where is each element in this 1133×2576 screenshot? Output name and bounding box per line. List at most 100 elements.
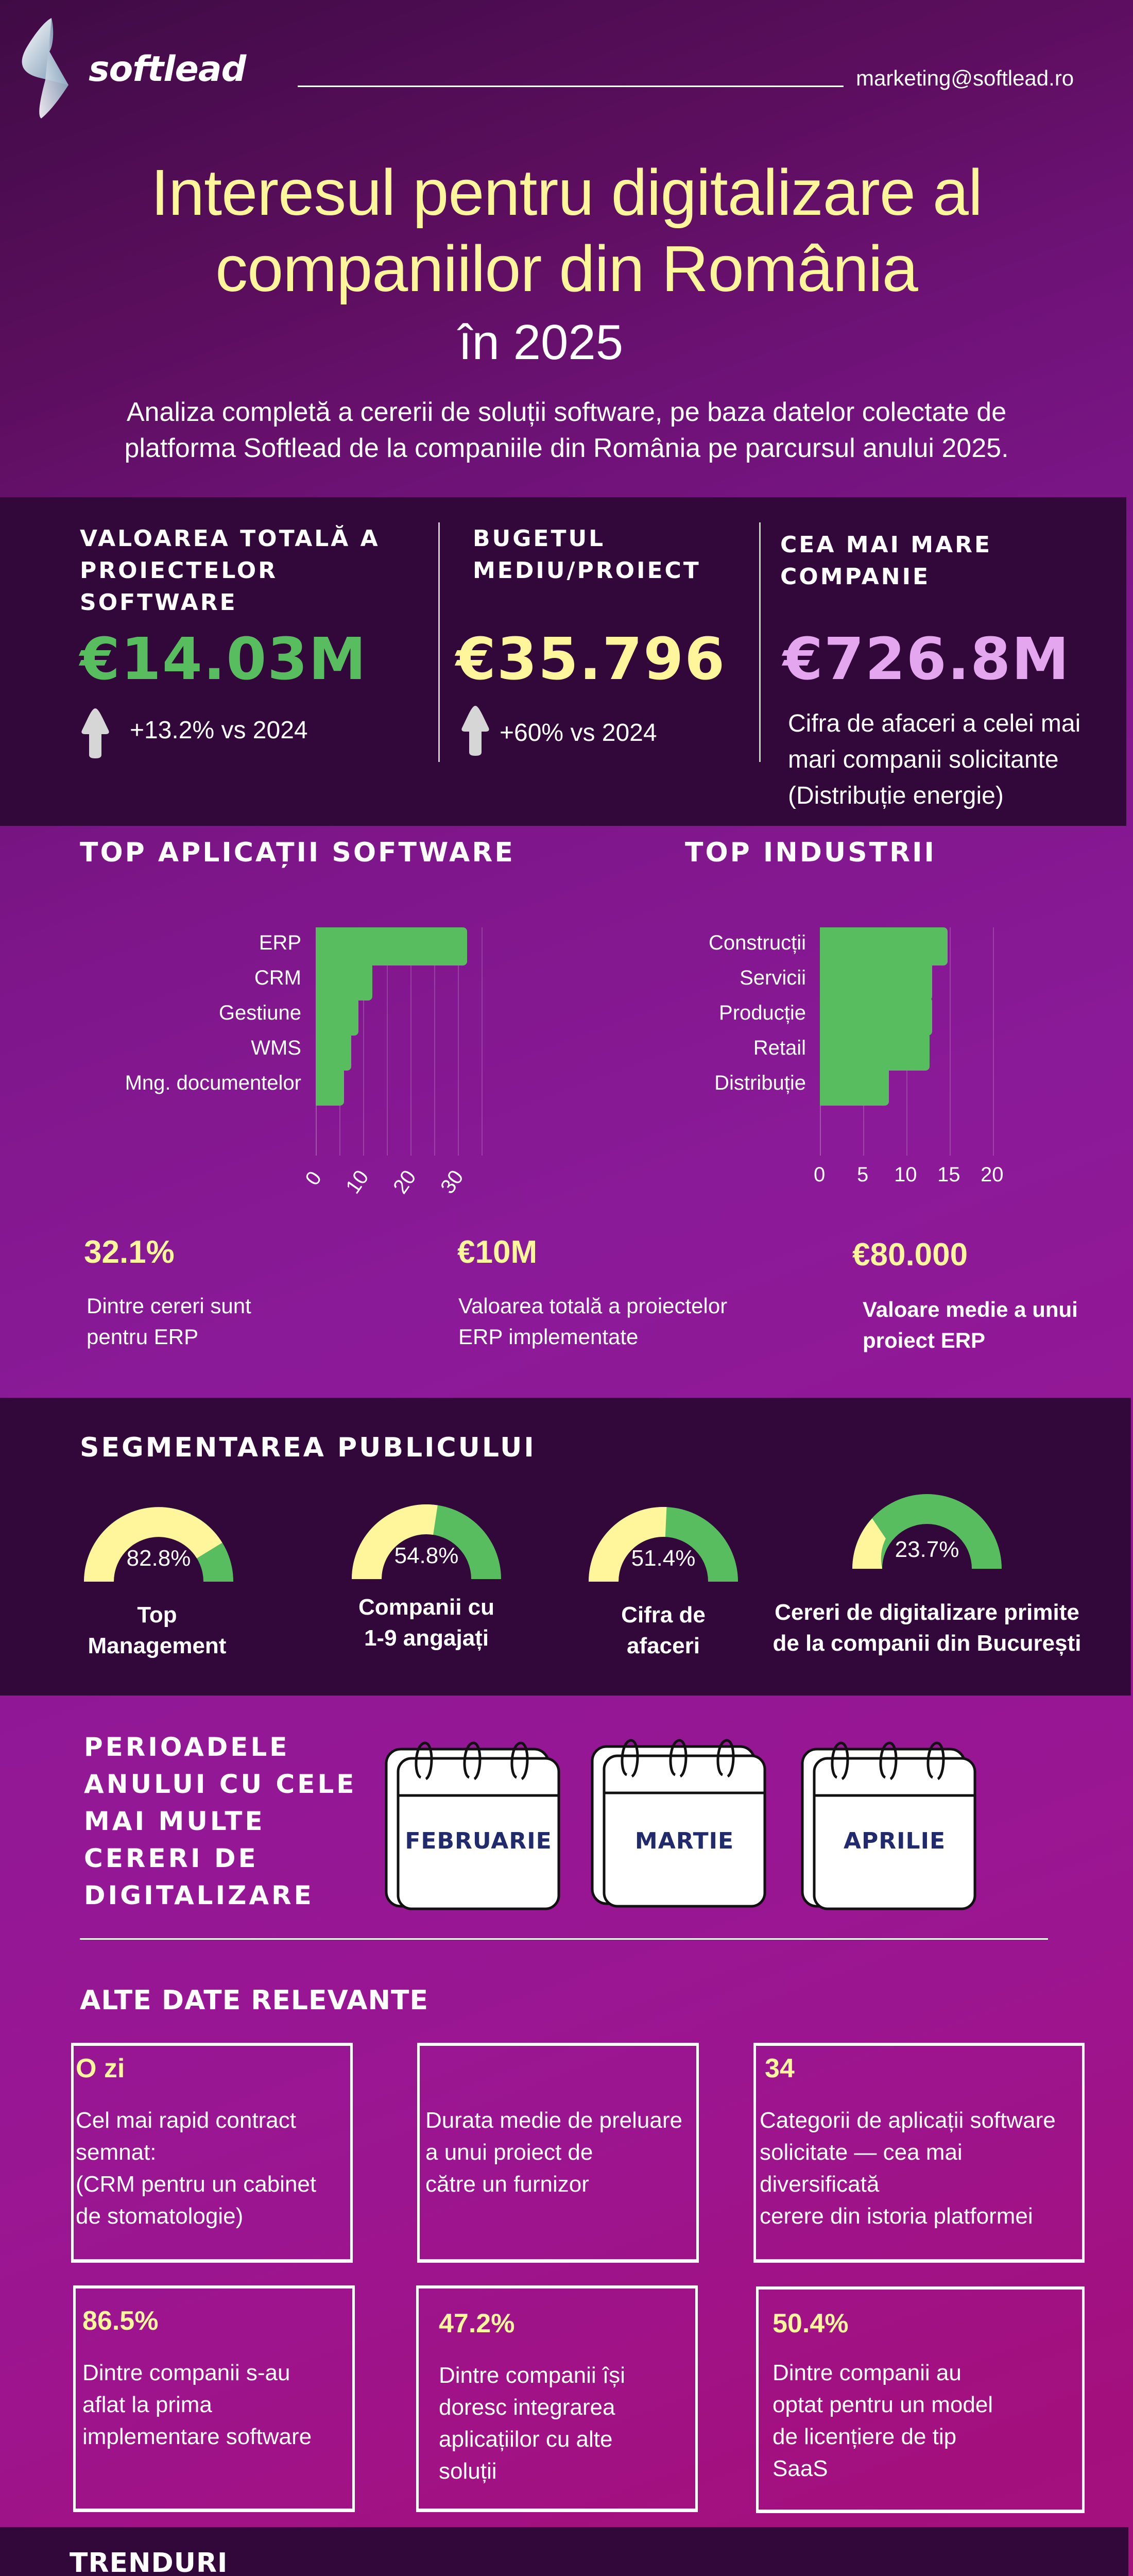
- bar-erp: [316, 927, 467, 965]
- bar-gestiune: [316, 997, 358, 1036]
- label-line: afaceri: [627, 1633, 700, 1658]
- month-label: APRILIE: [843, 1828, 946, 1854]
- intro-line-2: platforma Softlead de la companiile din …: [124, 433, 1009, 463]
- info-box: [71, 2043, 353, 2263]
- calendar-icon: [385, 1741, 560, 1910]
- desc-line: pentru ERP: [87, 1325, 199, 1349]
- info-box-value: 47.2%: [439, 2309, 515, 2338]
- desc-line: solicitate — cea mai: [760, 2140, 963, 2165]
- contact-email[interactable]: marketing@softlead.ro: [856, 66, 1074, 90]
- info-box-desc: Categorii de aplicații software solicita…: [760, 2105, 1056, 2232]
- desc-line: de stomatologie): [76, 2204, 244, 2229]
- label-line: Top: [137, 1602, 177, 1628]
- bar-label: Servicii: [740, 967, 806, 989]
- bar-productie: [820, 997, 932, 1036]
- x-tick: 5: [857, 1163, 869, 1186]
- heading-line: MAI MULTE: [84, 1806, 265, 1836]
- arrow-up-icon: [461, 706, 489, 756]
- kpi-erp-total: €10M: [457, 1234, 538, 1270]
- heading-line: PROIECTELOR: [80, 557, 278, 584]
- desc-line: (CRM pentru un cabinet: [76, 2172, 317, 2197]
- stat-largest-company-heading: CEA MAI MARE COMPANIE: [780, 529, 992, 593]
- gridline: [434, 927, 435, 1156]
- desc-line: Valoarea totală a proiectelor: [458, 1294, 728, 1318]
- label-line: Cifra de: [621, 1602, 706, 1628]
- heading-line: CERERI DE: [84, 1843, 259, 1873]
- heading-line: VALOAREA TOTALĂ A: [80, 526, 380, 552]
- intro-text: Analiza completă a cererii de soluții so…: [77, 394, 1056, 466]
- info-box-value: 86.5%: [82, 2306, 159, 2336]
- brand-name: softlead: [89, 49, 246, 90]
- stat-avg-budget-value: €35.796: [456, 626, 726, 693]
- desc-line: mari companii solicitante: [788, 746, 1059, 773]
- bar-mng-documente: [316, 1067, 344, 1106]
- bar-label: CRM: [254, 967, 301, 989]
- heading-line: SOFTWARE: [80, 589, 237, 616]
- segmentation-title: SEGMENTAREA PUBLICULUI: [80, 1432, 536, 1463]
- desc-line: Dintre companii au: [772, 2360, 962, 2385]
- gauge-label: Cereri de digitalizare primite de la com…: [772, 1597, 1082, 1659]
- x-tick: 0: [814, 1163, 826, 1186]
- header-divider: [298, 86, 844, 87]
- key-stats-section: [0, 497, 1126, 826]
- gauge-label: Cifra de afaceri: [560, 1600, 766, 1662]
- gauge-label: Companii cu 1-9 angajați: [323, 1592, 529, 1654]
- desc-line: diversificată: [760, 2172, 880, 2197]
- info-box-value: O zi: [76, 2054, 125, 2083]
- x-tick: 15: [937, 1163, 960, 1186]
- desc-line: implementare software: [82, 2424, 312, 2449]
- stat-avg-budget-heading: BUGETUL MEDIU/PROIECT: [473, 523, 701, 587]
- bar-wms: [316, 1032, 351, 1071]
- bar-retail: [820, 1032, 930, 1071]
- info-box-desc: Durata medie de preluare a unui proiect …: [425, 2105, 682, 2200]
- gridline: [458, 927, 459, 1156]
- gridline: [993, 927, 994, 1156]
- desc-line: Categorii de aplicații software: [760, 2108, 1056, 2133]
- periods-heading: PERIOADELE ANULUI CU CELE MAI MULTE CERE…: [84, 1728, 356, 1914]
- gauge-value: 82.8%: [126, 1546, 191, 1571]
- intro-line-1: Analiza completă a cererii de soluții so…: [126, 397, 1007, 427]
- heading-line: COMPANIE: [780, 564, 930, 590]
- desc-line: aflat la prima: [82, 2392, 212, 2417]
- bar-label: WMS: [251, 1037, 301, 1059]
- heading-line: DIGITALIZARE: [84, 1880, 314, 1910]
- heading-line: CEA MAI MARE: [780, 532, 992, 558]
- gridline: [410, 927, 411, 1156]
- gauge-small-companies: [352, 1504, 501, 1579]
- kpi-erp-total-desc: Valoarea totală a proiectelor ERP implem…: [458, 1291, 727, 1352]
- calendar-icon: [801, 1741, 976, 1910]
- x-tick: 20: [389, 1166, 421, 1198]
- info-box-value: 34: [765, 2054, 795, 2083]
- gauge-value: 23.7%: [895, 1537, 959, 1562]
- arrow-up-icon: [81, 708, 109, 758]
- desc-line: doresc integrarea: [439, 2395, 615, 2420]
- heading-line: ANULUI CU CELE: [84, 1769, 357, 1799]
- chart-title-apps: TOP APLICAȚII SOFTWARE: [80, 837, 515, 868]
- gridline: [482, 927, 483, 1156]
- desc-line: Dintre companii s-au: [82, 2360, 290, 2385]
- desc-line: aplicațiilor cu alte: [439, 2427, 613, 2452]
- desc-line: cerere din istoria platformei: [760, 2204, 1033, 2229]
- other-data-title: ALTE DATE RELEVANTE: [80, 1985, 429, 2016]
- x-tick: 10: [341, 1166, 373, 1198]
- kpi-erp-avg: €80.000: [852, 1237, 968, 1273]
- desc-line: ERP implementate: [458, 1325, 639, 1349]
- gridline: [363, 927, 364, 1156]
- gauge-bucharest: [852, 1494, 1002, 1569]
- kpi-erp-avg-desc: Valoare medie a unui proiect ERP: [863, 1294, 1078, 1356]
- gridline: [950, 927, 951, 1156]
- bar-label: Retail: [753, 1037, 806, 1059]
- desc-line: Cifra de afaceri a celei mai: [788, 710, 1081, 737]
- info-box: [416, 2285, 698, 2512]
- bar-label: Gestiune: [218, 1002, 301, 1024]
- stat-avg-budget-delta: +60% vs 2024: [500, 719, 657, 747]
- bar-label: ERP: [259, 931, 301, 954]
- stat-total-value-heading: VALOAREA TOTALĂ A PROIECTELOR SOFTWARE: [80, 523, 380, 619]
- info-box-desc: Dintre companii au optat pentru un model…: [772, 2357, 993, 2485]
- gauge-value: 51.4%: [631, 1546, 696, 1571]
- x-tick: 10: [894, 1163, 917, 1186]
- gauge-turnover: [589, 1507, 738, 1582]
- desc-line: semnat:: [76, 2140, 157, 2165]
- stat-largest-company-desc: Cifra de afaceri a celei mai mari compan…: [788, 706, 1080, 814]
- desc-line: proiect ERP: [863, 1328, 986, 1352]
